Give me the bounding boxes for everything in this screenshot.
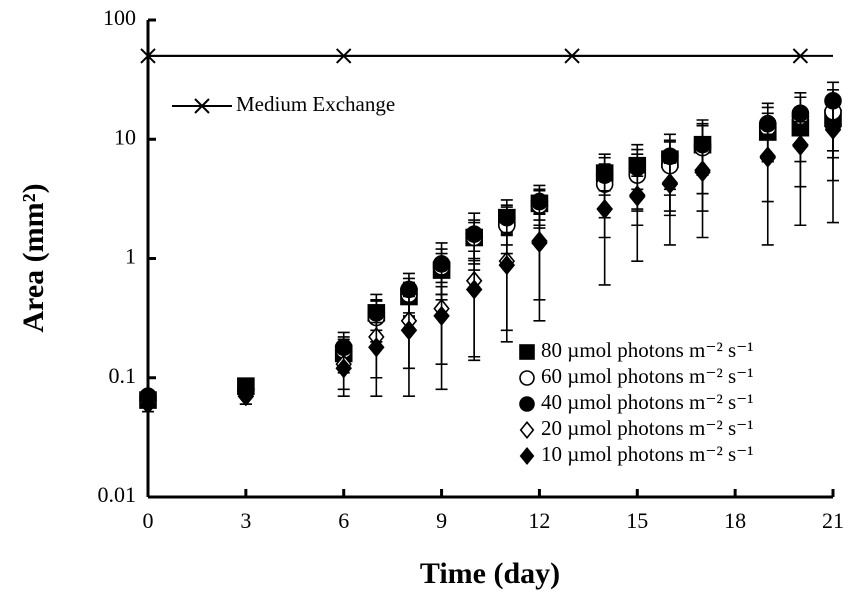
marker xyxy=(759,146,776,167)
marker xyxy=(368,337,385,358)
x-tick-label: 0 xyxy=(143,508,154,533)
marker xyxy=(519,396,535,412)
error-bar xyxy=(794,115,807,227)
marker xyxy=(139,394,157,415)
marker xyxy=(335,358,352,379)
y-tick-label: 10 xyxy=(114,124,136,149)
marker xyxy=(824,119,842,140)
marker xyxy=(519,447,535,465)
marker xyxy=(237,386,255,407)
y-axis-title: Area (mm²) xyxy=(17,183,50,332)
error-bar xyxy=(500,234,513,343)
error-bar xyxy=(631,168,644,262)
x-tick-label: 21 xyxy=(822,508,844,533)
marker xyxy=(465,225,483,243)
marker xyxy=(519,344,535,360)
marker xyxy=(400,280,418,299)
marker xyxy=(140,48,156,64)
legend-label: 80 µmol photons m⁻² s⁻¹ xyxy=(541,338,754,362)
marker xyxy=(432,255,451,273)
marker xyxy=(629,186,646,207)
marker xyxy=(336,48,352,64)
marker xyxy=(530,192,549,211)
error-bar xyxy=(827,97,839,224)
y-tick-label: 100 xyxy=(103,5,136,30)
marker xyxy=(792,135,809,156)
x-axis-title: Time (day) xyxy=(420,557,560,590)
error-bar xyxy=(435,285,448,391)
marker xyxy=(194,98,210,114)
marker xyxy=(564,48,580,64)
marker xyxy=(400,320,418,341)
legend-label: 60 µmol photons m⁻² s⁻¹ xyxy=(541,364,754,388)
marker xyxy=(792,48,809,64)
marker xyxy=(498,208,516,227)
marker xyxy=(519,370,535,386)
marker xyxy=(694,160,711,181)
marker xyxy=(596,198,613,220)
marker xyxy=(465,279,483,300)
x-tick-label: 6 xyxy=(338,508,349,533)
error-bar xyxy=(598,178,611,286)
marker xyxy=(531,232,548,254)
x-tick-label: 9 xyxy=(436,508,447,533)
x-tick-label: 18 xyxy=(724,508,746,533)
marker xyxy=(519,421,535,439)
marker xyxy=(498,255,516,276)
x-tick-label: 12 xyxy=(528,508,550,533)
y-tick-label: 0.1 xyxy=(109,363,137,388)
y-tick-label: 0.01 xyxy=(98,482,137,507)
error-bar xyxy=(468,259,481,362)
y-tick-label: 1 xyxy=(125,244,136,269)
marker xyxy=(433,305,450,326)
error-bar xyxy=(663,156,676,246)
legend-label: 20 µmol photons m⁻² s⁻¹ xyxy=(541,416,754,440)
error-bar xyxy=(761,124,774,246)
error-bar xyxy=(696,141,709,239)
marker xyxy=(661,174,679,195)
error-bar xyxy=(402,301,415,398)
legend-label: 10 µmol photons m⁻² s⁻¹ xyxy=(541,442,754,466)
x-tick-label: 15 xyxy=(626,508,648,533)
error-bar xyxy=(533,212,546,322)
error-bar xyxy=(370,321,383,398)
x-tick-label: 3 xyxy=(240,508,251,533)
legend-label: 40 µmol photons m⁻² s⁻¹ xyxy=(541,390,754,414)
legend-label: Medium Exchange xyxy=(236,92,395,116)
